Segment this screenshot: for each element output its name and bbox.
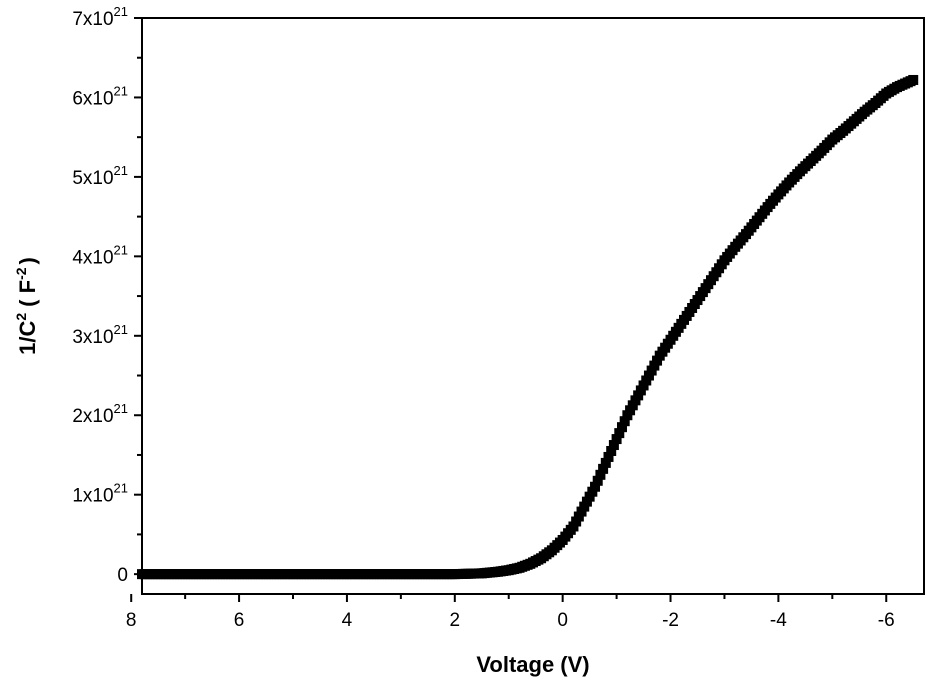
x-tick-label: -4 <box>770 610 787 631</box>
y-tick-label: 0 <box>117 565 128 586</box>
x-tick-label: 8 <box>126 610 137 631</box>
y-tick-label: 2x1021 <box>72 401 128 427</box>
data-point <box>590 481 601 492</box>
y-axis-title-unit-close: ) <box>15 257 40 264</box>
y-tick-label: 4x1021 <box>72 242 128 268</box>
y-tick-label: 7x1021 <box>72 4 128 30</box>
data-series <box>137 74 919 580</box>
data-point <box>616 422 627 433</box>
x-tick-label: 6 <box>234 610 245 631</box>
x-axis-title: Voltage (V) <box>476 652 589 677</box>
x-ticks: 8 6 4 2 0 -2 -4 -6 <box>126 594 895 631</box>
y-axis-title-unit-exp: -2 <box>13 267 29 280</box>
data-point <box>595 469 606 480</box>
y-axis-title-unit: ( F <box>15 280 40 307</box>
y-ticks: 0 1x1021 2x1021 3x1021 4x1021 5x1021 6x1021 7x1… <box>72 4 142 586</box>
x-tick-label: 2 <box>450 610 461 631</box>
y-axis-title: 1/C2 ( F-2) <box>13 257 40 355</box>
data-point <box>614 428 625 439</box>
data-point <box>619 416 630 427</box>
data-point <box>611 434 622 445</box>
y-tick-label: 6x1021 <box>72 83 128 109</box>
y-tick-label: 1x1021 <box>72 481 128 507</box>
data-point <box>908 74 919 85</box>
y-tick-label: 5x1021 <box>72 163 128 189</box>
data-point <box>603 451 614 462</box>
data-point <box>600 457 611 468</box>
data-point <box>606 445 617 456</box>
data-point <box>608 440 619 451</box>
x-tick-label: 4 <box>342 610 353 631</box>
y-axis-title-exp: 2 <box>13 313 29 321</box>
x-tick-label: -2 <box>662 610 679 631</box>
x-tick-label: -6 <box>878 610 895 631</box>
data-point <box>598 463 609 474</box>
x-tick-label: 0 <box>557 610 568 631</box>
y-axis-title-main: 1/C <box>15 321 40 355</box>
plot-frame <box>141 17 925 595</box>
y-tick-label: 3x1021 <box>72 322 128 348</box>
data-point <box>592 475 603 486</box>
